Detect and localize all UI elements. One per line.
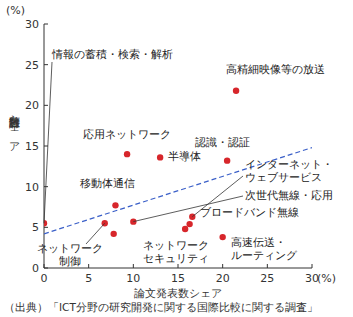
y-tick-label: 5 [32,221,39,234]
y-label: 特許出願数シェア [8,108,21,151]
point-label: 次世代無線・応用 [245,189,333,201]
point [224,157,230,163]
point-label: ウェブサービス [245,171,322,183]
x-tick-label: 25 [260,272,274,285]
x-tick [312,264,313,268]
y-tick [44,146,48,147]
chart: 051015202530051015202530(%)(%)特許出願数シェア論文… [0,0,353,317]
point [112,202,118,208]
leader-line [44,62,52,223]
y-tick [44,227,48,228]
point-label: 半導体 [168,150,201,162]
x-tick [267,264,268,268]
x-tick-label: 0 [41,272,48,285]
leader-line [86,223,105,244]
point-label: 制御 [59,255,81,267]
point [157,154,163,160]
x-tick-label: 10 [126,272,140,285]
point-label: 応用ネットワーク [83,128,171,140]
source: （出典）「ICT分野の研究開発に関する国際比較に関する調査」 [4,301,318,314]
point-label: 高精細映像等の放送 [226,63,325,75]
x-tick [44,264,45,268]
labels: 情報の蓄積・検索・解析高精細映像等の放送応用ネットワーク半導体 認識・認証移動体通… [37,48,333,267]
point [233,87,239,93]
y-tick [44,64,48,65]
x-tick [178,264,179,268]
point [124,151,130,157]
point-label: 認識・認証 [195,136,250,148]
point [186,221,192,227]
y-tick-label: 0 [32,262,39,275]
y-tick-label: 20 [25,99,39,112]
x-tick [133,264,134,268]
y-tick [44,268,48,269]
point-label: 移動体通信 [80,177,135,189]
x-label: 論文発表数シェア [134,287,222,300]
x-tick [222,264,223,268]
x-tick [88,264,89,268]
y-tick-label: 30 [25,18,39,31]
x-tick-label: 15 [171,272,185,285]
y-unit: (%) [6,4,25,17]
point-label: ネットワーク [37,242,103,254]
point-label: セキュリティ [143,252,209,264]
point-label: インターネット・ [245,158,333,170]
x-tick-label: 20 [216,272,230,285]
point-label: 情報の蓄積・検索・解析 [51,48,173,60]
point-label: ブロードバンド無線 [200,206,299,218]
y-tick [44,24,48,25]
y-tick-label: 10 [25,181,39,194]
y-tick [44,105,48,106]
x-unit: (%) [317,272,336,285]
point-label: ネットワーク [143,239,209,251]
point-label: ルーティング [231,249,298,261]
x-tick-label: 5 [85,272,92,285]
point [182,226,188,232]
point-label: 高速伝送・ [231,236,286,248]
y-tick-label: 15 [25,140,39,153]
y-tick-label: 25 [25,59,39,72]
point [110,231,116,237]
point [219,234,225,240]
